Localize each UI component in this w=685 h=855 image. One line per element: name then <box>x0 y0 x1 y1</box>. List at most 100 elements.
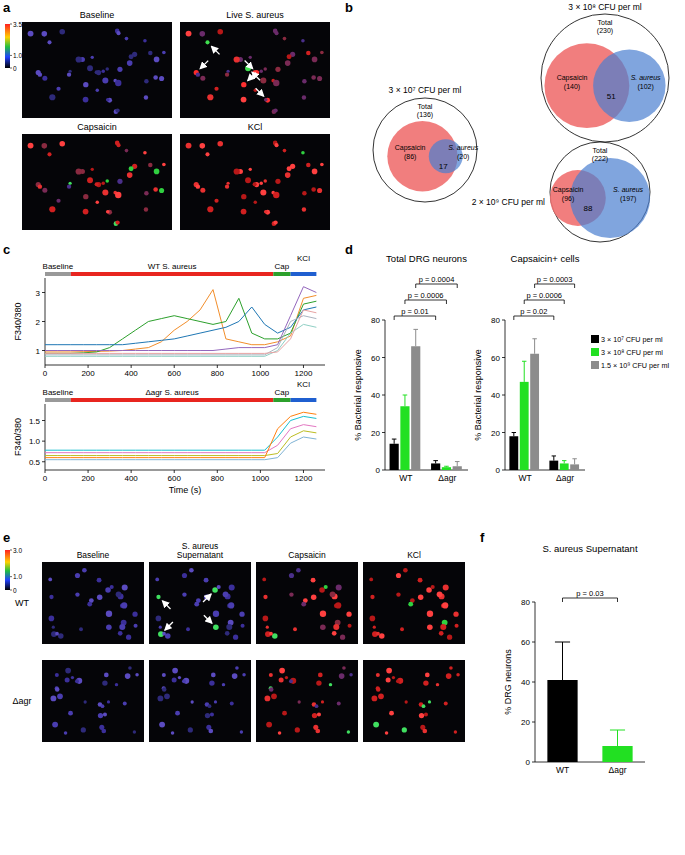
cell <box>132 612 137 617</box>
cell <box>67 73 71 77</box>
stimulus-bar <box>291 398 317 402</box>
cell <box>41 31 47 37</box>
error-bar <box>413 329 418 346</box>
colorbar-tick <box>10 68 12 69</box>
cell <box>296 568 301 573</box>
cell <box>229 584 235 590</box>
cell <box>105 179 109 183</box>
stimulus-bar <box>71 398 273 402</box>
cell <box>148 163 153 168</box>
x-tick-label: 800 <box>211 474 225 483</box>
trace <box>45 324 316 356</box>
cell <box>49 616 55 622</box>
cell <box>135 673 138 676</box>
cell <box>234 56 240 62</box>
trace <box>45 437 316 460</box>
y-tick <box>532 642 535 643</box>
cell <box>186 31 192 37</box>
x-tick <box>88 365 89 368</box>
trace <box>45 412 316 457</box>
legend-label: 3 × 10⁷ CFU per ml <box>601 335 663 344</box>
plot-area <box>390 329 462 470</box>
bar-chart: 020406080% Bacterial responsiveTotal DRG… <box>353 253 468 483</box>
x-tick <box>260 470 261 473</box>
cell <box>178 676 181 679</box>
cell <box>75 573 80 578</box>
arrow <box>212 46 220 54</box>
y-tick <box>42 321 45 322</box>
cell <box>260 77 266 83</box>
y-tick <box>382 357 385 358</box>
cell <box>172 668 178 674</box>
cell <box>442 602 448 608</box>
cell <box>301 151 305 155</box>
significance-bracket <box>405 300 447 304</box>
x-tick <box>303 365 304 368</box>
stimulus-label: Cap <box>275 388 290 397</box>
cell <box>306 51 311 56</box>
venn-overlap: 51 <box>607 92 616 101</box>
venn-count: (197) <box>620 195 636 203</box>
cell <box>82 568 87 573</box>
cell <box>312 713 317 718</box>
cell <box>279 668 285 674</box>
error-bar <box>552 456 556 461</box>
cell <box>311 578 316 583</box>
y-tick <box>42 441 45 442</box>
cell <box>129 166 134 171</box>
x-tick <box>174 470 175 473</box>
x-tick-label: 1200 <box>295 474 313 483</box>
cell <box>318 673 323 678</box>
venn-count: (222) <box>592 155 608 163</box>
cell <box>172 677 177 682</box>
cell <box>199 31 205 37</box>
cell <box>101 729 106 734</box>
arrow <box>245 61 253 69</box>
image-title: Live S. aureus <box>226 10 284 20</box>
cell <box>423 680 428 685</box>
significance-bracket <box>416 284 458 288</box>
cell <box>455 624 459 628</box>
venn-label: S. aureus <box>613 186 643 193</box>
y-tick-label: 0 <box>376 466 381 475</box>
venn-count: (230) <box>597 27 613 35</box>
venn-label: Capsaicin <box>557 74 588 82</box>
cell <box>330 591 336 597</box>
cell <box>83 97 89 103</box>
cell <box>278 731 282 735</box>
cell <box>389 711 394 716</box>
cell <box>254 200 257 203</box>
cell <box>105 67 109 71</box>
cell <box>182 679 186 683</box>
x-tick-label: Δagr <box>556 473 574 483</box>
plot-area <box>45 287 316 357</box>
cell <box>373 626 376 629</box>
cell <box>242 673 245 676</box>
cell <box>264 98 268 102</box>
cell <box>143 39 147 43</box>
y-tick <box>42 350 45 351</box>
y-tick-label: 60 <box>371 354 380 363</box>
error-bar <box>403 395 408 406</box>
colorbar-tick-label: 1.0 <box>13 52 22 59</box>
cell <box>260 189 266 195</box>
cell <box>214 199 218 203</box>
cell <box>49 595 53 599</box>
cell <box>369 578 373 582</box>
cell <box>228 602 234 608</box>
stimulus-label: KCl <box>297 254 310 263</box>
cell <box>449 666 453 670</box>
cell <box>302 207 306 211</box>
image-title: Baseline <box>80 10 115 20</box>
bar <box>570 464 579 470</box>
x-tick-label: 200 <box>81 369 95 378</box>
cell <box>225 73 229 77</box>
bar <box>453 466 462 470</box>
cell <box>159 76 164 81</box>
cell <box>317 76 322 81</box>
cell <box>217 585 221 589</box>
cell <box>122 584 128 590</box>
cell <box>263 616 269 622</box>
micrograph <box>22 134 172 230</box>
micrograph-background <box>363 660 465 742</box>
